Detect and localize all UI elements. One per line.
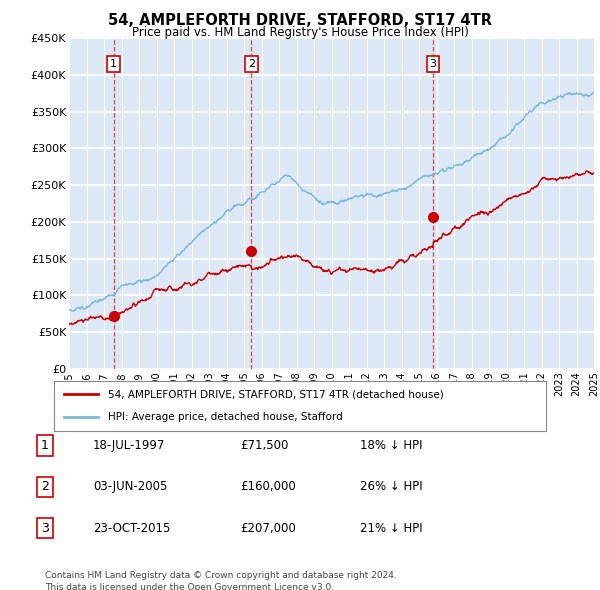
Text: £160,000: £160,000 xyxy=(240,480,296,493)
Text: 1: 1 xyxy=(110,59,117,69)
Text: 21% ↓ HPI: 21% ↓ HPI xyxy=(360,522,422,535)
Text: 54, AMPLEFORTH DRIVE, STAFFORD, ST17 4TR (detached house): 54, AMPLEFORTH DRIVE, STAFFORD, ST17 4TR… xyxy=(108,389,444,399)
Text: 18% ↓ HPI: 18% ↓ HPI xyxy=(360,439,422,452)
Text: 03-JUN-2005: 03-JUN-2005 xyxy=(93,480,167,493)
Text: 26% ↓ HPI: 26% ↓ HPI xyxy=(360,480,422,493)
Text: HPI: Average price, detached house, Stafford: HPI: Average price, detached house, Staf… xyxy=(108,412,343,422)
Text: 54, AMPLEFORTH DRIVE, STAFFORD, ST17 4TR: 54, AMPLEFORTH DRIVE, STAFFORD, ST17 4TR xyxy=(108,13,492,28)
Text: 23-OCT-2015: 23-OCT-2015 xyxy=(93,522,170,535)
Text: £71,500: £71,500 xyxy=(240,439,289,452)
Text: 1: 1 xyxy=(41,439,49,452)
Text: 2: 2 xyxy=(41,480,49,493)
Text: Price paid vs. HM Land Registry's House Price Index (HPI): Price paid vs. HM Land Registry's House … xyxy=(131,26,469,39)
Text: 3: 3 xyxy=(430,59,437,69)
Text: £207,000: £207,000 xyxy=(240,522,296,535)
Text: 18-JUL-1997: 18-JUL-1997 xyxy=(93,439,166,452)
Text: 2: 2 xyxy=(248,59,255,69)
Text: Contains HM Land Registry data © Crown copyright and database right 2024.
This d: Contains HM Land Registry data © Crown c… xyxy=(45,571,397,590)
Text: 3: 3 xyxy=(41,522,49,535)
